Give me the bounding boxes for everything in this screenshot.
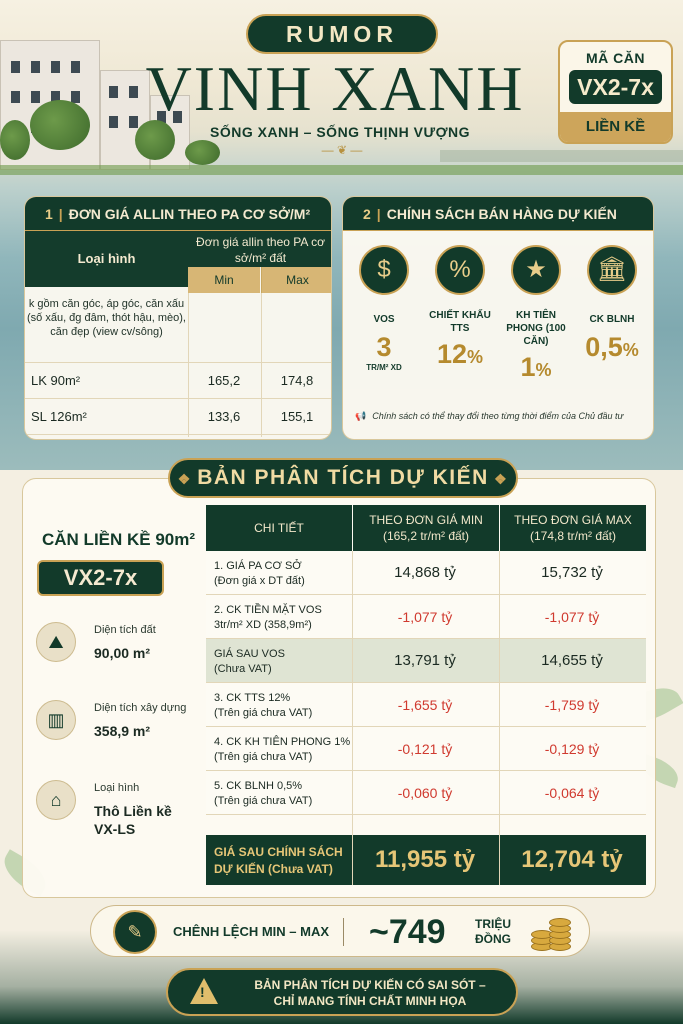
tree-image — [185, 140, 220, 165]
shoreline-image — [0, 165, 683, 175]
col-header-min: Min — [188, 267, 260, 293]
final-min: 11,955 tỷ — [374, 846, 476, 873]
vip-group-icon: ★ — [511, 245, 561, 295]
policy-item-blnh: 🏛 CK BLNH 0,5% — [577, 245, 647, 363]
table-row: SL 126m² 133,6 155,1 — [25, 399, 331, 435]
row-type: LK 90m² — [31, 373, 81, 388]
sales-policy-header: 2 | CHÍNH SÁCH BÁN HÀNG DỰ KIẾN — [343, 197, 653, 231]
row-min: 165,2 — [207, 373, 241, 388]
policy-unit: % — [622, 340, 639, 360]
brand-badge: RUMOR — [246, 14, 438, 54]
table-row: 3. CK TTS 12% (Trên giá chưa VAT) -1,655 … — [206, 683, 646, 727]
policy-label: KH TIÊN PHONG (100 CĂN) — [506, 310, 566, 347]
final-price-row: GIÁ SAU CHÍNH SÁCH DỰ KIẾN (Chưa VAT) 11,… — [206, 835, 646, 885]
section-number: 2 — [363, 206, 371, 222]
far-shore-image — [440, 150, 683, 162]
type-note: k gồm căn góc, áp góc, căn xấu (số xấu, … — [25, 293, 188, 363]
section-number: 1 — [45, 206, 53, 222]
townhouse-building-image — [100, 70, 150, 170]
difference-unit: TRIỆU ĐỒNG — [475, 917, 511, 946]
table-row: GIÁ SAU VOS (Chưa VAT) 13,791 tỷ 14,655 t… — [206, 639, 646, 683]
unit-title: CĂN LIỀN KỀ 90m² — [42, 530, 196, 549]
col-header-detail: CHI TIẾT — [206, 505, 352, 551]
unit-code-value: VX2-7x — [569, 70, 662, 104]
policy-unit: TR/M² XD — [366, 363, 402, 372]
policy-item-tts: % CHIẾT KHẤU TTS 12% — [425, 245, 495, 370]
col-header-price: Đơn giá allin theo PA cơ sở/m² đất — [188, 231, 331, 267]
table-row: 1. GIÁ PA CƠ SỞ (Đơn giá x DT đất) 14,868… — [206, 551, 646, 595]
ornament-icon: — ❦ — — [321, 143, 363, 157]
tree-image — [0, 120, 30, 160]
price-table-header: 1|ĐƠN GIÁ ALLIN THEO PA CƠ SỞ/M² ĐẤT — [25, 197, 331, 256]
table-row: 5. CK BLNH 0,5% (Trên giá chưa VAT) -0,06… — [206, 771, 646, 815]
fact-value: 90,00 m² — [94, 645, 151, 661]
unit-code-chip: VX2-7x — [37, 560, 164, 596]
col-header-min: THEO ĐƠN GIÁ MIN (165,2 tr/m² đất) — [353, 505, 499, 551]
unit-type-label: LIỀN KỀ — [560, 112, 671, 142]
col-header-max: Max — [261, 267, 331, 293]
unit-code-box: MÃ CĂN VX2-7x LIỀN KỀ — [558, 40, 673, 144]
policy-unit: % — [535, 360, 552, 380]
row-min: 133,6 — [207, 409, 241, 424]
unit-code-label: MÃ CĂN — [586, 50, 645, 66]
analysis-banner: ❖ BẢN PHÂN TÍCH DỰ KIẾN ❖ — [168, 458, 518, 498]
final-max: 12,704 tỷ — [521, 846, 623, 873]
land-area-icon: ⛰ — [36, 622, 76, 662]
fact-value: 358,9 m² — [94, 723, 151, 739]
discount-tag-icon: % — [435, 245, 485, 295]
difference-box: ✎ CHÊNH LỆCH MIN – MAX ~749 TRIỆU ĐỒNG — [90, 905, 590, 957]
warning-icon — [190, 978, 218, 1004]
table-row: LK 90m² 165,2 174,8 — [25, 363, 331, 399]
megaphone-icon: 📢 — [355, 411, 367, 421]
fact-label: Diện tích đất — [94, 624, 156, 636]
tree-image — [30, 100, 90, 150]
policy-value: 1 — [520, 352, 536, 382]
house-icon: ⌂ — [36, 780, 76, 820]
policy-disclaimer: 📢 Chính sách có thể thay đổi theo từng th… — [355, 411, 624, 421]
policy-label: VOS — [373, 314, 395, 325]
policy-unit: % — [467, 347, 484, 367]
difference-label: CHÊNH LỆCH MIN – MAX — [173, 924, 330, 939]
col-header-max: THEO ĐƠN GIÁ MAX (174,8 tr/m² đất) — [500, 505, 646, 551]
row-max: 174,8 — [280, 373, 314, 388]
sales-policy-card: 2 | CHÍNH SÁCH BÁN HÀNG DỰ KIẾN $ VOS 3 TR… — [342, 196, 654, 440]
policy-label: CK BLNH — [589, 314, 635, 325]
building-icon: ▥ — [36, 700, 76, 740]
policy-value: 12 — [436, 339, 468, 369]
sales-policy-title: CHÍNH SÁCH BÁN HÀNG DỰ KIẾN — [386, 206, 617, 222]
project-slogan: SỐNG XANH – SỐNG THỊNH VƯỢNG — [209, 124, 471, 140]
fact-label: Diện tích xây dựng — [94, 702, 187, 714]
col-header-type: Loại hình — [25, 231, 188, 287]
warning-banner: ! BẢN PHÂN TÍCH DỰ KIẾN CÓ SAI SÓT – CHỈ … — [166, 968, 518, 1016]
project-title: VINH XANH — [145, 53, 525, 124]
row-max: 155,1 — [280, 409, 314, 424]
tree-image — [135, 120, 175, 160]
table-row: 2. CK TIỀN MẶT VOS 3tr/m² XD (358,9m²) -1… — [206, 595, 646, 639]
policy-label: CHIẾT KHẤU TTS — [429, 310, 491, 334]
policy-item-vos: $ VOS 3 TR/M² XD — [349, 245, 419, 372]
bank-icon: 🏛 — [587, 245, 637, 295]
money-stack-icon: $ — [359, 245, 409, 295]
policy-value: 0,5 — [585, 332, 623, 362]
fact-label: Loại hình — [94, 782, 140, 794]
fact-value: Thô Liền kề VX-LS — [94, 803, 172, 837]
price-table-card: 1|ĐƠN GIÁ ALLIN THEO PA CƠ SỞ/M² ĐẤT Loạ… — [24, 196, 332, 440]
table-row: 4. CK KH TIÊN PHONG 1% (Trên giá chưa VAT… — [206, 727, 646, 771]
policy-value: 3 — [376, 332, 392, 362]
difference-value: ~749 — [369, 913, 446, 951]
row-type: SL 126m² — [31, 409, 87, 424]
calculator-icon: ✎ — [113, 910, 157, 954]
policy-item-pioneer: ★ KH TIÊN PHONG (100 CĂN) 1% — [501, 245, 571, 383]
